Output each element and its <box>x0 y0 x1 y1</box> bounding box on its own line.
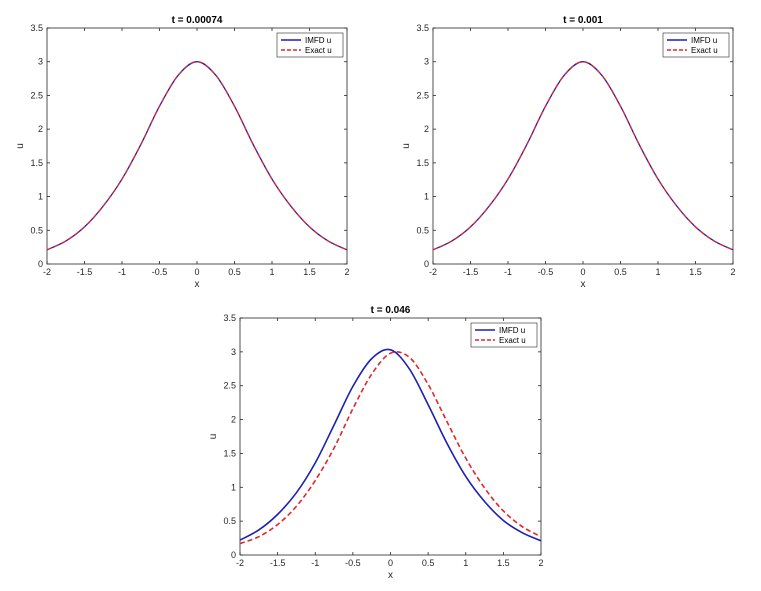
y-tick-label: 1 <box>424 192 429 202</box>
series-line-imfd <box>46 61 348 251</box>
x-tick-label: -0.5 <box>345 558 361 568</box>
x-tick-label: -0.5 <box>538 267 554 277</box>
x-tick-label: 0.5 <box>614 267 627 277</box>
legend-box <box>662 32 730 58</box>
legend-box <box>470 322 538 348</box>
x-tick-label: -2 <box>429 267 437 277</box>
x-tick-label: -1.5 <box>463 267 479 277</box>
plot-area <box>432 27 734 265</box>
x-tick-label: -1 <box>311 558 319 568</box>
legend-label: Exact u <box>305 46 332 55</box>
x-tick-label: -1 <box>504 267 512 277</box>
y-tick-label: 2 <box>38 124 43 134</box>
x-tick-label: -0.5 <box>152 267 168 277</box>
x-axis-label: x <box>195 279 200 290</box>
y-tick-label: 3.5 <box>30 23 43 33</box>
x-tick-label: -2 <box>236 558 244 568</box>
x-tick-label: 1 <box>269 267 274 277</box>
y-axis-label: u <box>401 143 412 149</box>
x-tick-label: 0.5 <box>422 558 435 568</box>
y-tick-label: 0 <box>38 259 43 269</box>
y-tick-label: 0 <box>231 550 236 560</box>
legend-label: Exact u <box>691 46 718 55</box>
chart-title: t = 0.00074 <box>172 15 223 26</box>
series-line-imfd <box>239 348 542 542</box>
legend-label: Exact u <box>499 336 526 345</box>
x-tick-label: 1.5 <box>303 267 316 277</box>
x-tick-label: 1 <box>655 267 660 277</box>
x-tick-label: -1.5 <box>270 558 286 568</box>
y-tick-label: 2 <box>231 415 236 425</box>
x-tick-label: -1 <box>118 267 126 277</box>
y-tick-label: 1 <box>231 482 236 492</box>
legend-label: IMFD u <box>499 326 525 335</box>
x-tick-label: 1 <box>463 558 468 568</box>
y-tick-label: 0.5 <box>30 225 43 235</box>
chart-1: -2 -1.5 -1 -0.5 0 0.5 1 1.5 2 0 0.5 1 1.5 2 2.5 3 3.5 x u t… <box>15 15 350 290</box>
plot-area <box>239 317 542 556</box>
y-tick-label: 3.5 <box>416 23 429 33</box>
y-tick-label: 3 <box>424 57 429 67</box>
x-tick-label: 0 <box>388 558 393 568</box>
x-tick-label: -1.5 <box>77 267 93 277</box>
x-axis-label: x <box>581 279 586 290</box>
y-tick-label: 1.5 <box>30 158 43 168</box>
legend-label: IMFD u <box>305 36 331 45</box>
y-tick-label: 1.5 <box>416 158 429 168</box>
y-tick-label: 2.5 <box>223 381 236 391</box>
chart-3: -2 -1.5 -1 -0.5 0 0.5 1 1.5 2 0 0.5 1 1.5 2 2.5 3 3.5 x u t… <box>208 305 544 581</box>
x-tick-label: -2 <box>43 267 51 277</box>
plot-area <box>46 27 348 265</box>
legend-label: IMFD u <box>691 36 717 45</box>
y-tick-label: 0.5 <box>416 225 429 235</box>
y-axis-label: u <box>208 434 219 440</box>
series-line-exact <box>239 351 542 545</box>
x-tick-label: 2 <box>730 267 735 277</box>
y-tick-label: 3 <box>38 57 43 67</box>
x-tick-label: 2 <box>538 558 543 568</box>
chart-title: t = 0.046 <box>371 305 411 316</box>
y-tick-label: 3.5 <box>223 313 236 323</box>
x-tick-label: 2 <box>344 267 349 277</box>
x-tick-label: 1.5 <box>497 558 510 568</box>
y-tick-label: 3 <box>231 347 236 357</box>
y-tick-label: 2.5 <box>30 90 43 100</box>
y-axis-label: u <box>15 143 26 149</box>
y-tick-label: 1.5 <box>223 448 236 458</box>
legend-box <box>276 32 344 58</box>
y-tick-label: 1 <box>38 192 43 202</box>
y-tick-label: 2 <box>424 124 429 134</box>
chart-title: t = 0.001 <box>563 15 603 26</box>
x-tick-label: 0 <box>194 267 199 277</box>
x-tick-label: 0.5 <box>228 267 241 277</box>
y-tick-label: 0 <box>424 259 429 269</box>
y-tick-label: 2.5 <box>416 90 429 100</box>
y-tick-label: 0.5 <box>223 516 236 526</box>
x-axis-label: x <box>388 570 393 581</box>
x-tick-label: 0 <box>580 267 585 277</box>
x-tick-label: 1.5 <box>689 267 702 277</box>
chart-2: -2 -1.5 -1 -0.5 0 0.5 1 1.5 2 0 0.5 1 1.5 2 2.5 3 3.5 x u t… <box>401 15 736 290</box>
series-line-imfd <box>432 61 734 251</box>
